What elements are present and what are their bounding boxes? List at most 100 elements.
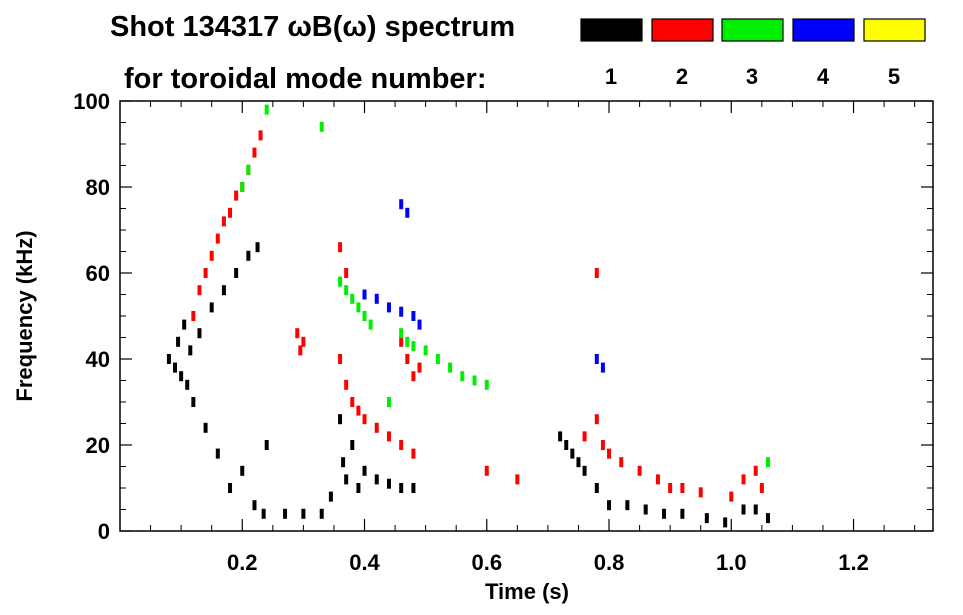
data-point-mode-2 — [759, 483, 764, 493]
data-point-mode-2 — [209, 250, 214, 261]
data-point-mode-2 — [191, 311, 196, 321]
data-point-mode-1 — [723, 517, 728, 528]
legend-swatch — [580, 18, 643, 42]
legend-swatch — [792, 18, 855, 42]
y-tick-label: 20 — [86, 433, 110, 458]
data-point-mode-2 — [344, 268, 349, 278]
data-point-mode-1 — [255, 242, 260, 253]
x-axis-label: Time (s) — [485, 579, 569, 604]
y-tick-label: 60 — [86, 261, 110, 286]
data-point-mode-2 — [729, 491, 734, 502]
data-point-mode-2 — [399, 440, 404, 450]
data-point-mode-2 — [301, 336, 306, 347]
data-point-mode-1 — [576, 457, 581, 468]
y-tick-labels: 0 20 40 60 80 100 — [73, 89, 110, 544]
data-point-mode-1 — [182, 319, 187, 330]
data-point-mode-1 — [594, 483, 599, 493]
data-point-mode-2 — [411, 371, 416, 382]
data-point-mode-1 — [350, 440, 355, 450]
data-point-mode-2 — [298, 345, 303, 356]
data-point-mode-2 — [356, 405, 361, 416]
data-point-mode-1 — [741, 504, 746, 515]
data-point-mode-1 — [558, 431, 563, 442]
data-point-mode-1 — [252, 500, 257, 511]
data-point-mode-1 — [753, 504, 758, 515]
data-point-mode-2 — [374, 422, 379, 433]
data-point-mode-1 — [234, 268, 239, 278]
data-point-mode-4 — [417, 319, 422, 330]
data-point-mode-3 — [472, 375, 477, 386]
y-tick-label: 40 — [86, 347, 110, 372]
data-marks — [166, 104, 770, 528]
data-point-mode-3 — [765, 457, 770, 468]
data-point-mode-2 — [344, 379, 349, 390]
data-point-mode-1 — [680, 508, 685, 519]
data-point-mode-1 — [197, 328, 202, 339]
legend-label: 3 — [746, 64, 758, 89]
plot-area — [119, 100, 934, 532]
data-point-mode-1 — [582, 465, 587, 476]
data-point-mode-2 — [698, 487, 703, 498]
data-point-mode-2 — [252, 147, 257, 158]
legend-label: 2 — [676, 64, 688, 89]
data-point-mode-2 — [405, 354, 410, 364]
data-point-mode-1 — [765, 513, 770, 524]
data-point-mode-1 — [344, 474, 349, 485]
data-point-mode-1 — [240, 465, 245, 476]
data-point-mode-1 — [191, 397, 196, 407]
x-tick-label: 0.8 — [594, 550, 625, 575]
data-point-mode-2 — [338, 242, 343, 253]
data-point-mode-2 — [600, 440, 605, 450]
data-point-mode-1 — [625, 500, 630, 511]
data-point-mode-2 — [680, 483, 685, 493]
data-point-mode-4 — [374, 293, 379, 304]
data-point-mode-3 — [484, 379, 489, 390]
data-point-mode-1 — [386, 478, 391, 489]
data-point-mode-3 — [338, 276, 343, 287]
data-point-mode-2 — [619, 457, 624, 468]
x-tick-label: 0.6 — [471, 550, 502, 575]
data-point-mode-1 — [338, 414, 343, 425]
legend-label: 5 — [888, 64, 900, 89]
data-point-mode-2 — [399, 336, 404, 347]
data-point-mode-4 — [399, 306, 404, 317]
data-point-mode-1 — [411, 483, 416, 493]
data-point-mode-1 — [246, 250, 251, 261]
data-point-mode-1 — [188, 345, 193, 356]
data-point-mode-2 — [594, 268, 599, 278]
data-point-mode-2 — [753, 465, 758, 476]
data-point-mode-1 — [643, 504, 648, 515]
data-point-mode-1 — [179, 371, 184, 382]
data-point-mode-2 — [295, 328, 300, 339]
data-point-mode-3 — [448, 362, 453, 373]
x-tick-label: 1.2 — [838, 550, 869, 575]
data-point-mode-1 — [607, 500, 612, 511]
data-point-mode-3 — [264, 104, 269, 115]
data-point-mode-1 — [328, 491, 333, 502]
y-tick-label: 80 — [86, 175, 110, 200]
data-point-mode-2 — [741, 474, 746, 485]
data-point-mode-2 — [203, 268, 208, 278]
data-point-mode-2 — [228, 207, 233, 218]
data-point-mode-3 — [435, 354, 440, 364]
axis-ticks — [120, 100, 933, 532]
x-tick-label: 1.0 — [716, 550, 747, 575]
y-tick-label: 0 — [98, 519, 110, 544]
data-point-mode-2 — [515, 474, 520, 485]
data-point-mode-1 — [662, 508, 667, 519]
data-point-mode-1 — [564, 440, 569, 450]
data-point-mode-2 — [215, 233, 220, 244]
data-point-mode-4 — [600, 362, 605, 373]
data-point-mode-2 — [362, 414, 367, 425]
y-axis-label: Frequency (kHz) — [12, 230, 37, 401]
data-point-mode-2 — [221, 216, 226, 227]
data-point-mode-3 — [356, 302, 361, 313]
data-point-mode-3 — [460, 371, 465, 382]
legend-swatch — [651, 18, 714, 42]
data-point-mode-3 — [405, 336, 410, 347]
data-point-mode-2 — [417, 362, 422, 373]
legend-label: 1 — [605, 64, 617, 89]
data-point-mode-3 — [344, 285, 349, 296]
data-point-mode-4 — [386, 302, 391, 313]
x-tick-label: 0.2 — [227, 550, 258, 575]
